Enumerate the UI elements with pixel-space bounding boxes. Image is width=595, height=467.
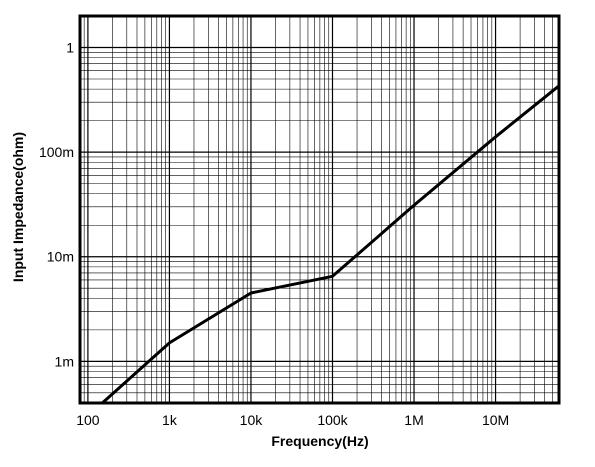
y-axis-title: Input Impedance(ohm): [10, 132, 26, 282]
x-tick-label: 1M: [404, 412, 423, 428]
x-tick-labels: 100 1k 10k 100k 1M 10M: [76, 412, 509, 428]
y-tick-label: 10m: [47, 249, 74, 265]
plot-frame: [78, 14, 561, 405]
x-tick-label: 100: [76, 412, 100, 428]
impedance-series-line: [101, 84, 560, 405]
y-tick-label: 1m: [55, 353, 74, 369]
y-tick-label: 1: [66, 39, 74, 55]
x-tick-label: 10M: [482, 412, 509, 428]
x-tick-label: 10k: [240, 412, 264, 428]
y-tick-label: 100m: [39, 144, 74, 160]
x-tick-label: 100k: [317, 412, 348, 428]
y-tick-labels: 1m 10m 100m 1: [39, 39, 74, 369]
grid-lines: [80, 16, 559, 403]
x-tick-label: 1k: [162, 412, 178, 428]
series-group: [101, 84, 560, 405]
x-axis-title: Frequency(Hz): [271, 433, 368, 449]
